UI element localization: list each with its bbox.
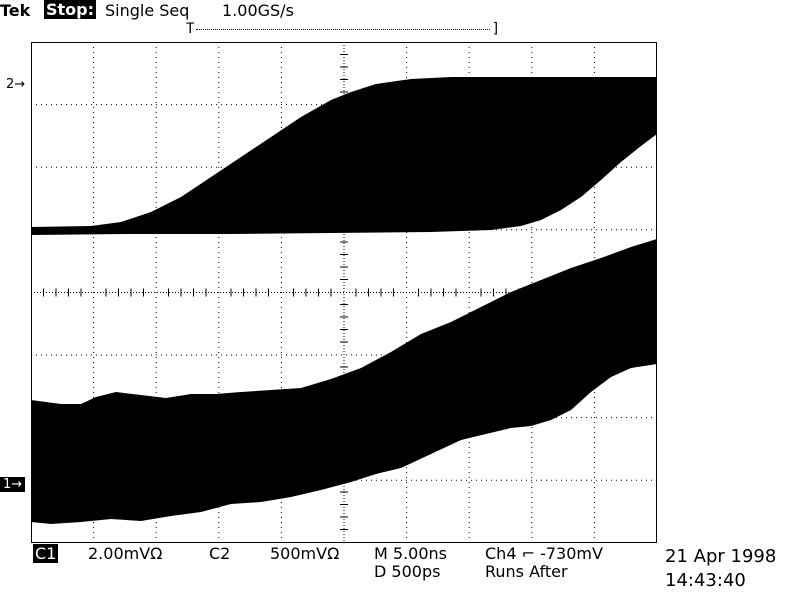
record-length-bar: T ] xyxy=(186,22,500,36)
ch2-label[interactable]: C2 xyxy=(209,544,231,563)
waveform-display xyxy=(31,42,657,543)
graticule xyxy=(31,42,657,543)
ch2-ground-marker: 2→ xyxy=(6,77,26,92)
status-header: Tek Stop: Single Seq 1.00GS/s xyxy=(0,0,800,22)
ch1-scale: 2.00mVΩ xyxy=(88,544,163,563)
time-readout: 14:43:40 xyxy=(665,570,746,591)
ch1-label[interactable]: C1 xyxy=(33,544,59,563)
acquisition-mode: Single Seq xyxy=(105,1,190,20)
ch1-waveform xyxy=(31,239,657,524)
record-bracket-left: T xyxy=(186,21,195,37)
record-dots xyxy=(196,29,490,30)
ch2-waveform xyxy=(31,77,657,235)
acquisition-state[interactable]: Stop: xyxy=(44,0,97,19)
runs-after-readout: Runs After xyxy=(485,562,568,581)
date-readout: 21 Apr 1998 xyxy=(665,546,777,567)
ch2-scale: 500mVΩ xyxy=(270,544,340,563)
delay-readout: D 500ps xyxy=(374,562,441,581)
readout-bar: C1 2.00mVΩ C2 500mVΩ M 5.00ns Ch4 ⌐ -730… xyxy=(0,543,800,600)
sample-rate: 1.00GS/s xyxy=(222,1,294,20)
record-bracket-right: ] xyxy=(491,21,500,37)
brand-label: Tek xyxy=(0,1,31,20)
trigger-readout: Ch4 ⌐ -730mV xyxy=(485,544,603,563)
ch1-ground-marker: 1→ xyxy=(0,477,26,492)
timebase-readout: M 5.00ns xyxy=(374,544,447,563)
